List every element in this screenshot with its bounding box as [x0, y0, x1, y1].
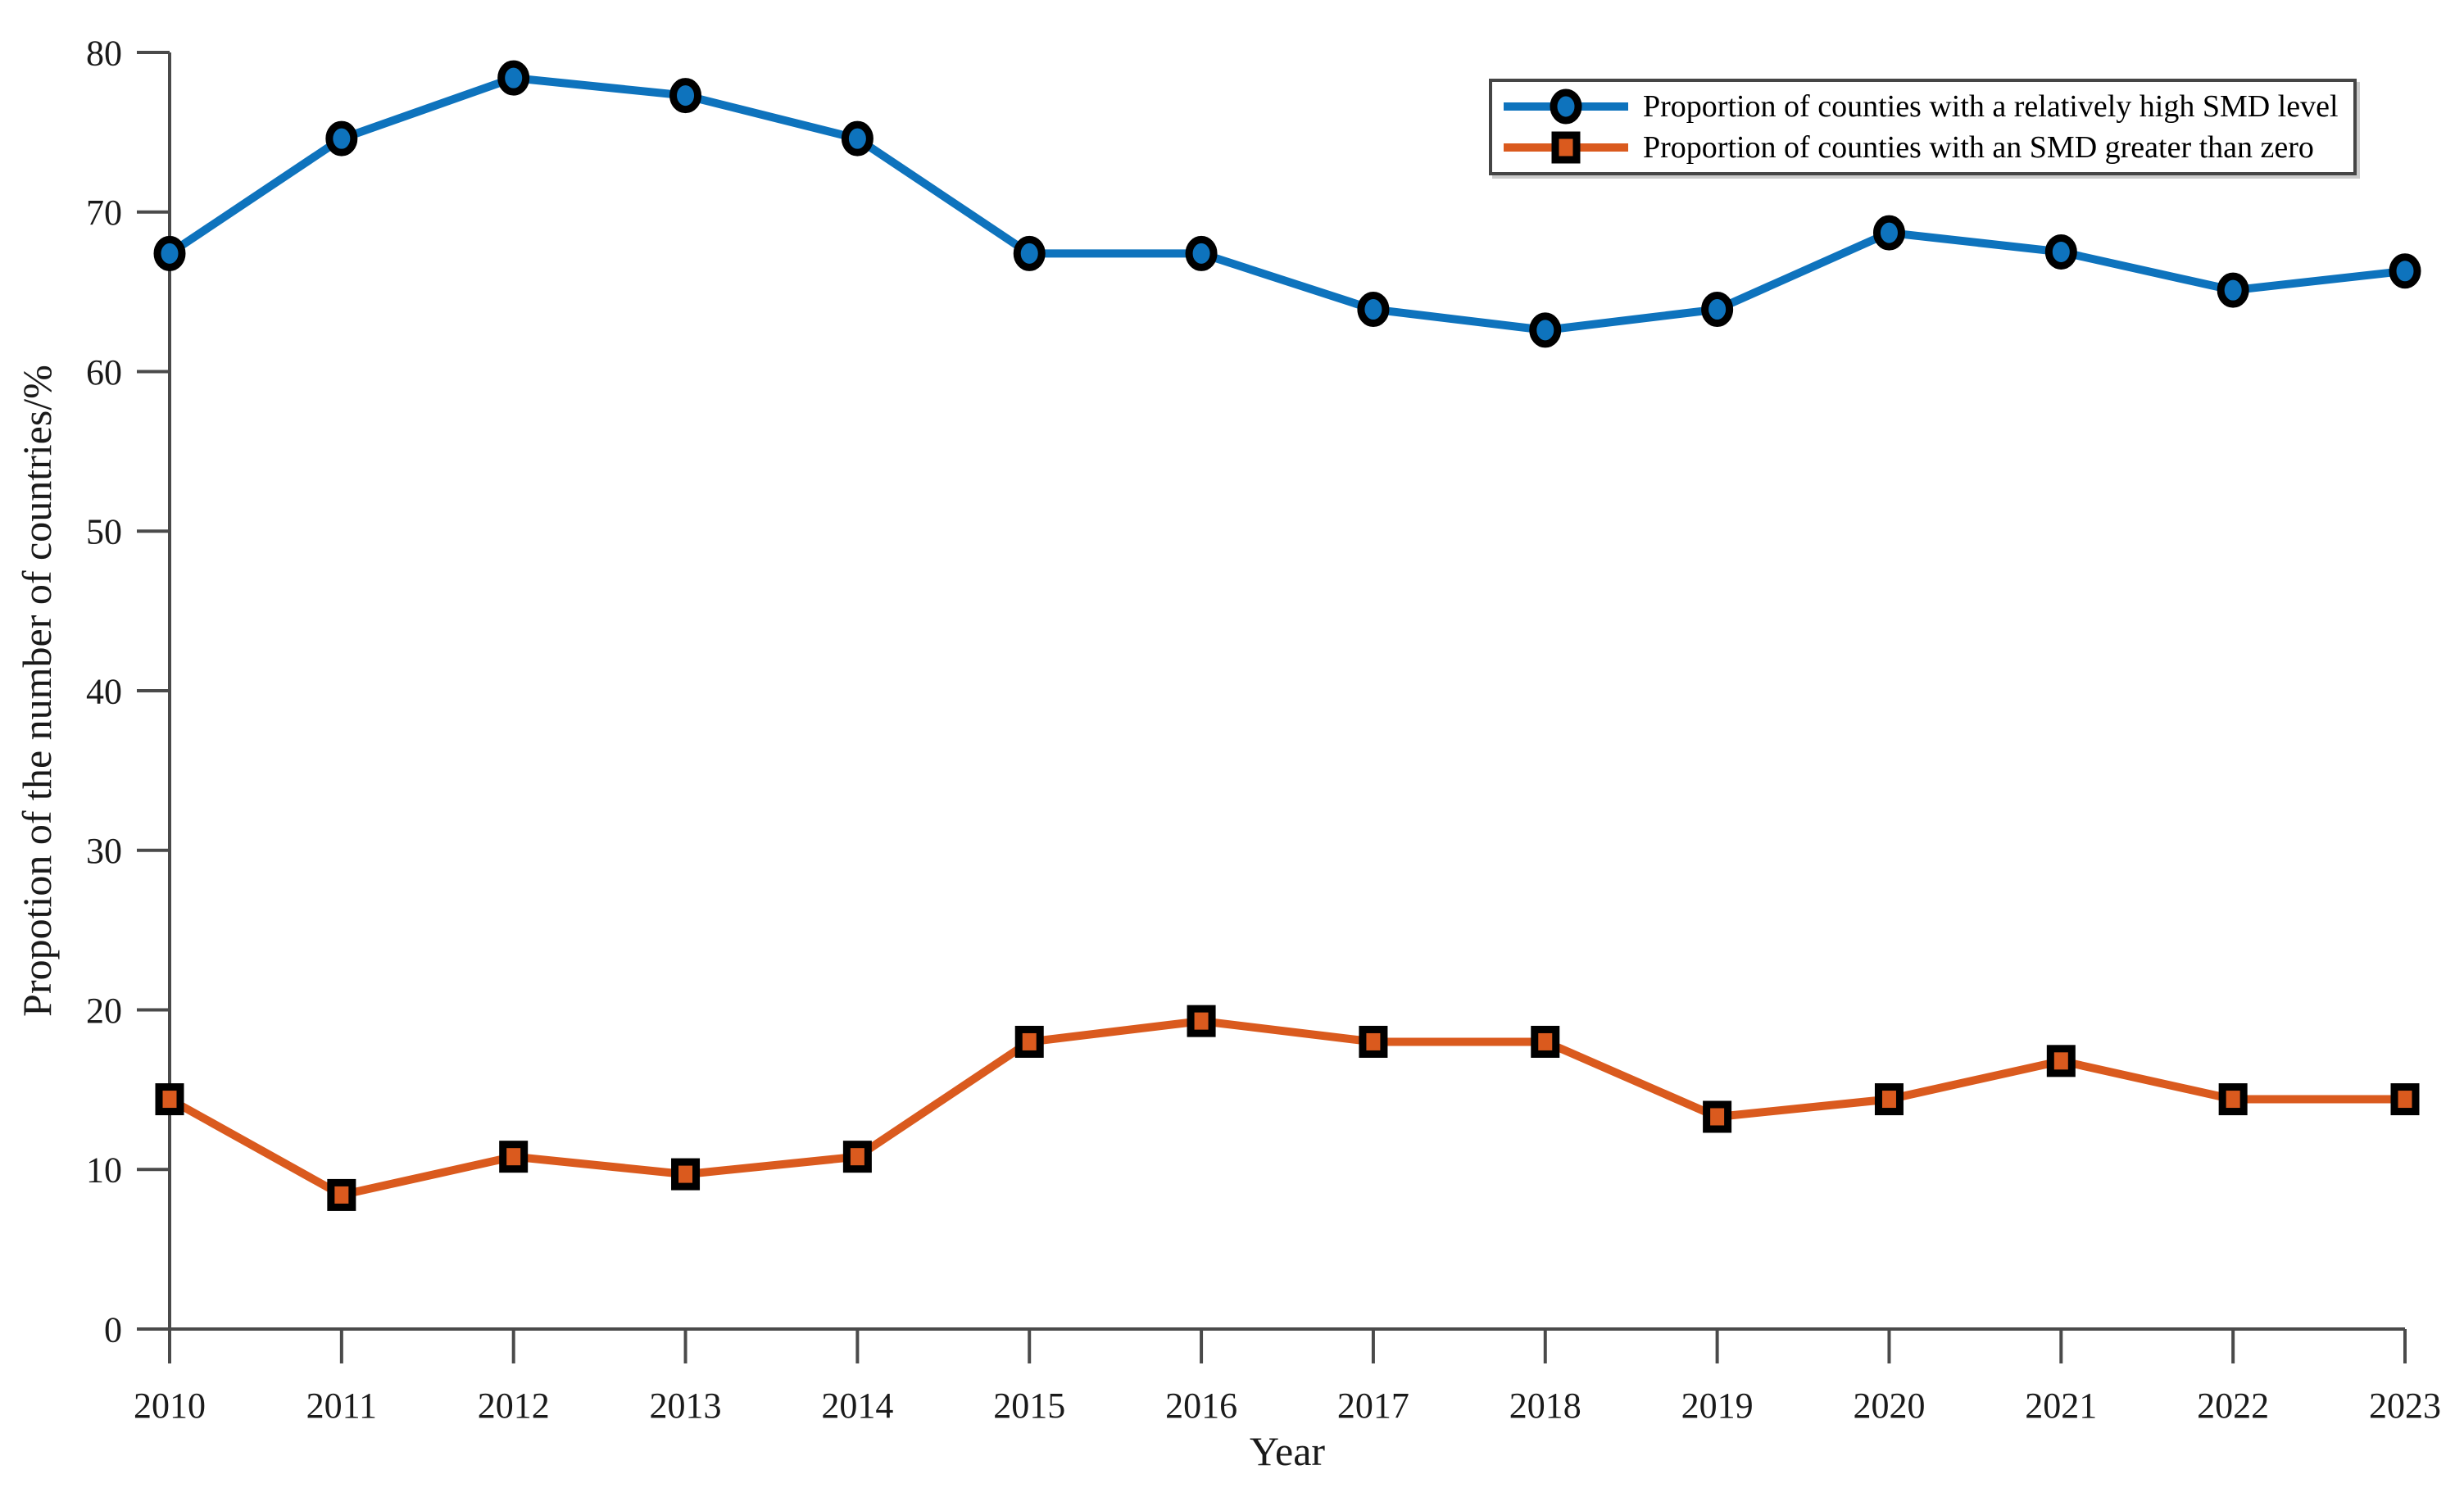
legend: Proportion of counties with a relatively… — [1489, 79, 2357, 175]
square-marker — [1187, 1005, 1216, 1037]
square-marker — [1531, 1025, 1560, 1058]
x-tick-label: 2016 — [1165, 1386, 1237, 1426]
legend-label-smd-gt-zero: Proportion of counties with an SMD great… — [1643, 130, 2314, 165]
y-tick-label: 70 — [86, 193, 122, 233]
x-tick-label: 2012 — [478, 1386, 550, 1426]
circle-marker — [841, 120, 874, 157]
square-marker — [2046, 1045, 2076, 1077]
square-marker — [1014, 1025, 1044, 1058]
x-tick-label: 2010 — [134, 1386, 206, 1426]
circle-marker-icon — [1550, 88, 1582, 125]
square-marker-icon — [1551, 131, 1581, 164]
x-tick-label: 2019 — [1681, 1386, 1754, 1426]
circle-marker — [1185, 235, 1218, 271]
circle-marker — [2217, 272, 2249, 308]
circle-marker — [1357, 292, 1390, 328]
legend-swatch-square — [1504, 131, 1628, 164]
y-tick-label: 40 — [86, 671, 122, 711]
square-marker — [2390, 1083, 2420, 1116]
legend-label-high-smd: Proportion of counties with a relatively… — [1643, 89, 2339, 124]
x-tick-label: 2020 — [1853, 1386, 1925, 1426]
y-tick-label: 60 — [86, 352, 122, 392]
x-tick-label: 2017 — [1337, 1386, 1409, 1426]
legend-item-high-smd: Proportion of counties with a relatively… — [1500, 87, 2339, 126]
y-tick-label: 30 — [86, 831, 122, 871]
y-axis-title: Propotion of the number of countries/% — [14, 365, 60, 1017]
circle-marker — [2389, 253, 2421, 289]
x-tick-label: 2023 — [2369, 1386, 2441, 1426]
circle-marker — [1701, 292, 1734, 328]
y-tick-label: 50 — [86, 512, 122, 552]
series-line-0 — [167, 74, 2406, 334]
circle-marker — [153, 235, 186, 271]
square-marker — [155, 1083, 184, 1116]
series-line-1 — [167, 1017, 2405, 1200]
square-marker — [1874, 1083, 1904, 1116]
y-tick-label: 80 — [86, 33, 122, 73]
x-tick-label: 2022 — [2197, 1386, 2269, 1426]
circle-marker — [1872, 215, 1905, 251]
circle-marker — [497, 60, 530, 96]
circle-marker — [1529, 312, 1562, 348]
legend-item-smd-gt-zero: Proportion of counties with an SMD great… — [1500, 128, 2339, 167]
square-marker — [2218, 1083, 2248, 1116]
circle-marker — [1013, 235, 1046, 271]
square-marker — [842, 1141, 872, 1173]
y-tick-label: 20 — [86, 991, 122, 1031]
x-tick-label: 2018 — [1509, 1386, 1581, 1426]
x-tick-label: 2015 — [993, 1386, 1065, 1426]
circle-marker — [669, 78, 702, 114]
x-tick-label: 2013 — [650, 1386, 722, 1426]
square-marker — [499, 1141, 529, 1173]
x-tick-label: 2014 — [821, 1386, 893, 1426]
square-marker — [671, 1158, 701, 1191]
y-tick-label: 10 — [86, 1150, 122, 1191]
x-tick-label: 2011 — [306, 1386, 377, 1426]
circle-marker — [325, 120, 358, 157]
square-marker — [1359, 1025, 1388, 1058]
legend-swatch-circle — [1504, 88, 1628, 125]
x-tick-label: 2021 — [2025, 1386, 2097, 1426]
x-axis-title: Year — [1249, 1428, 1326, 1474]
circle-marker — [2044, 234, 2077, 270]
square-marker — [327, 1178, 356, 1211]
y-tick-label: 0 — [104, 1309, 122, 1350]
square-marker — [1703, 1100, 1732, 1133]
